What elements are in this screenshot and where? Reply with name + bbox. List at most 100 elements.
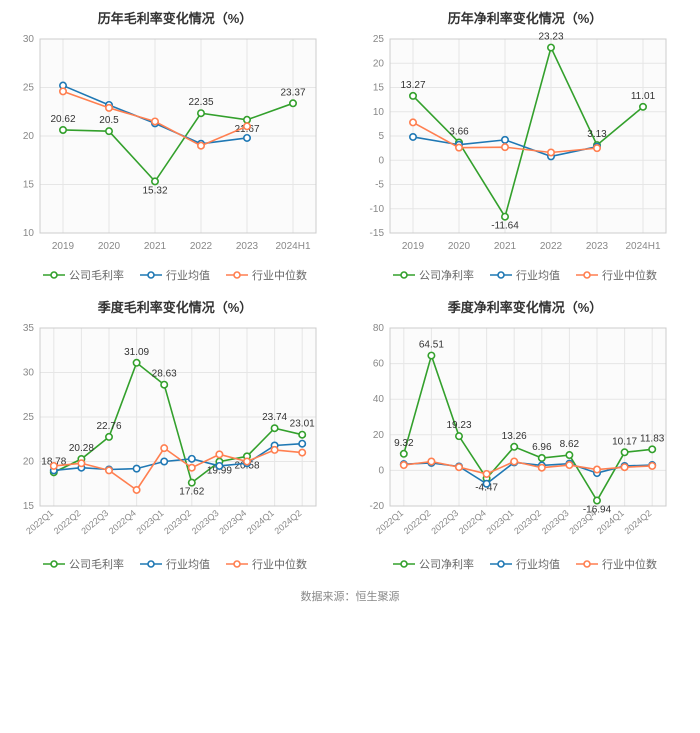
- legend-item: 行业均值: [490, 267, 560, 283]
- legend-label: 行业均值: [166, 267, 210, 283]
- legend-label: 公司毛利率: [69, 267, 124, 283]
- svg-text:13.27: 13.27: [400, 80, 425, 91]
- svg-text:35: 35: [23, 323, 35, 334]
- chart-title: 历年毛利率变化情况（%）: [6, 8, 344, 27]
- svg-text:2021: 2021: [494, 241, 517, 252]
- svg-text:25: 25: [23, 412, 35, 423]
- svg-text:3.66: 3.66: [449, 126, 469, 137]
- svg-text:31.09: 31.09: [124, 347, 149, 358]
- svg-text:22.35: 22.35: [188, 97, 213, 108]
- svg-text:30: 30: [23, 368, 35, 379]
- legend-item: 行业均值: [490, 556, 560, 572]
- legend-item: 行业中位数: [226, 267, 307, 283]
- svg-text:2022Q3: 2022Q3: [429, 508, 460, 536]
- svg-text:-15: -15: [370, 228, 385, 239]
- svg-text:-10: -10: [370, 204, 385, 215]
- svg-text:2019: 2019: [402, 241, 425, 252]
- svg-text:2022Q1: 2022Q1: [374, 508, 405, 536]
- svg-text:5: 5: [378, 131, 384, 142]
- legend-label: 行业均值: [166, 556, 210, 572]
- svg-text:2021: 2021: [144, 241, 167, 252]
- legend-label: 行业中位数: [252, 267, 307, 283]
- legend-label: 公司毛利率: [69, 556, 124, 572]
- svg-text:8.62: 8.62: [560, 439, 580, 450]
- svg-text:10: 10: [23, 228, 35, 239]
- svg-text:2022Q3: 2022Q3: [79, 508, 110, 536]
- svg-text:25: 25: [373, 34, 385, 45]
- svg-text:0: 0: [378, 465, 384, 476]
- legend-label: 行业中位数: [252, 556, 307, 572]
- svg-text:2020: 2020: [448, 241, 471, 252]
- svg-text:10.17: 10.17: [612, 436, 637, 447]
- chart-title: 季度毛利率变化情况（%）: [6, 297, 344, 316]
- svg-text:2024H1: 2024H1: [625, 241, 660, 252]
- legend-item: 行业均值: [140, 267, 210, 283]
- panel-annual-net: 历年净利率变化情况（%） -15-10-50510152025201920202…: [350, 0, 700, 289]
- chart-title: 历年净利率变化情况（%）: [356, 8, 694, 27]
- legend-label: 行业均值: [516, 267, 560, 283]
- svg-text:20: 20: [373, 430, 385, 441]
- legend-item: 公司毛利率: [43, 267, 124, 283]
- chart-canvas: 1015202530201920202021202220232024H120.6…: [6, 31, 344, 261]
- svg-text:9.32: 9.32: [394, 438, 414, 449]
- svg-text:23.37: 23.37: [280, 87, 305, 98]
- svg-text:2024Q2: 2024Q2: [623, 508, 654, 536]
- svg-text:2022Q4: 2022Q4: [107, 508, 138, 536]
- svg-text:19.23: 19.23: [446, 420, 471, 431]
- legend-label: 行业均值: [516, 556, 560, 572]
- svg-text:-16.94: -16.94: [583, 505, 612, 516]
- svg-text:2022Q2: 2022Q2: [402, 508, 433, 536]
- legend: 公司净利率 行业均值行业中位数: [356, 550, 694, 574]
- svg-text:23.23: 23.23: [538, 32, 563, 43]
- legend-item: 行业中位数: [576, 267, 657, 283]
- legend: 公司毛利率 行业均值 行业中位数: [6, 261, 344, 285]
- svg-text:2022Q4: 2022Q4: [457, 508, 488, 536]
- svg-text:-5: -5: [375, 180, 384, 191]
- svg-text:2023: 2023: [236, 241, 259, 252]
- svg-text:20: 20: [373, 58, 385, 69]
- svg-text:17.62: 17.62: [179, 487, 204, 498]
- svg-text:80: 80: [373, 323, 385, 334]
- svg-text:15: 15: [23, 501, 35, 512]
- svg-text:2022Q2: 2022Q2: [52, 508, 83, 536]
- svg-text:-11.64: -11.64: [491, 221, 519, 232]
- legend-item: 公司净利率: [393, 556, 474, 572]
- svg-text:11.01: 11.01: [631, 91, 656, 102]
- legend: 公司毛利率 行业均值 行业中位数: [6, 550, 344, 574]
- svg-text:60: 60: [373, 359, 385, 370]
- svg-text:2023Q2: 2023Q2: [512, 508, 543, 536]
- svg-text:11.83: 11.83: [640, 433, 665, 444]
- svg-text:2023Q3: 2023Q3: [540, 508, 571, 536]
- svg-text:20: 20: [23, 131, 35, 142]
- svg-text:30: 30: [23, 34, 35, 45]
- svg-text:0: 0: [378, 155, 384, 166]
- svg-text:15.32: 15.32: [142, 185, 167, 196]
- svg-text:15: 15: [373, 83, 385, 94]
- svg-text:6.96: 6.96: [532, 442, 552, 453]
- legend-item: 公司净利率: [393, 267, 474, 283]
- svg-text:40: 40: [373, 394, 385, 405]
- legend: 公司净利率 行业均值行业中位数: [356, 261, 694, 285]
- svg-text:23.74: 23.74: [262, 412, 287, 423]
- svg-text:2019: 2019: [52, 241, 75, 252]
- svg-text:-20: -20: [370, 501, 385, 512]
- svg-text:2023Q4: 2023Q4: [217, 508, 248, 536]
- chart-canvas: -15-10-505101520252019202020212022202320…: [356, 31, 694, 261]
- legend-item: 行业中位数: [576, 556, 657, 572]
- panel-quarter-net: 季度净利率变化情况（%） -200204060802022Q12022Q2202…: [350, 289, 700, 578]
- panel-quarter-gross: 季度毛利率变化情况（%） 15202530352022Q12022Q22022Q…: [0, 289, 350, 578]
- svg-text:20.5: 20.5: [99, 115, 119, 126]
- chart-title: 季度净利率变化情况（%）: [356, 297, 694, 316]
- chart-canvas: 15202530352022Q12022Q22022Q32022Q42023Q1…: [6, 320, 344, 550]
- svg-text:13.26: 13.26: [502, 431, 527, 442]
- svg-text:2024H1: 2024H1: [275, 241, 310, 252]
- svg-text:2024Q2: 2024Q2: [273, 508, 304, 536]
- svg-text:2022: 2022: [540, 241, 563, 252]
- svg-text:2023Q1: 2023Q1: [485, 508, 516, 536]
- panel-annual-gross: 历年毛利率变化情况（%） 101520253020192020202120222…: [0, 0, 350, 289]
- charts-grid: 历年毛利率变化情况（%） 101520253020192020202120222…: [0, 0, 700, 578]
- svg-text:2022Q1: 2022Q1: [24, 508, 55, 536]
- svg-text:3.13: 3.13: [587, 129, 607, 140]
- svg-text:2023Q2: 2023Q2: [162, 508, 193, 536]
- data-source-footer: 数据来源：恒生聚源: [0, 578, 700, 612]
